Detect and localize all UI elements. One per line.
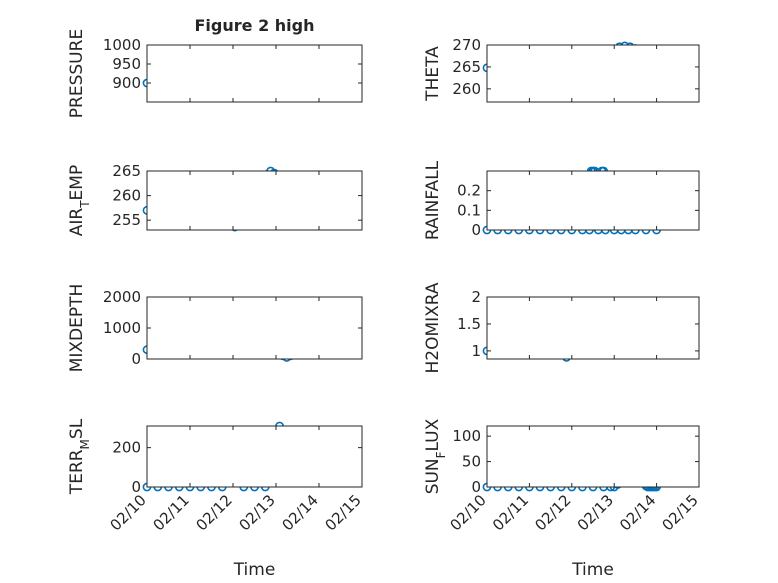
y-tick-label: 0.2: [457, 182, 481, 200]
axes-frame: [486, 44, 700, 103]
subplot-terr-msl: 0 200 02/10 02/11 02/12 02/13 02/14 02/15 TERRMS…: [67, 418, 365, 580]
y-axis-label: TERRMSL: [67, 418, 92, 495]
y-axis-label: H2OMIXRA: [423, 282, 443, 373]
x-tick-label: 02/12: [531, 491, 574, 534]
y-tick-label: 900: [112, 74, 141, 92]
axes-frame: [486, 170, 700, 231]
axes-frame: [146, 425, 363, 488]
axes-frame: [146, 44, 363, 103]
y-tick-label: 0: [131, 478, 141, 496]
y-tick-label: 265: [112, 162, 141, 180]
y-axis-label: THETA: [423, 46, 443, 102]
x-axis-label: Time: [233, 560, 276, 580]
x-axis-label: Time: [571, 560, 614, 580]
x-tick-label: 02/12: [193, 491, 236, 534]
y-tick-label: 0: [471, 478, 481, 496]
y-tick-label: 0: [471, 221, 481, 239]
y-tick-label: 50: [462, 453, 481, 471]
axes-frame: [486, 425, 700, 488]
y-axis-label: MIXDEPTH: [67, 284, 87, 373]
subplot-air-temp: 255 260 265 AIRTEMP: [67, 162, 363, 236]
y-tick-label: 1.5: [457, 315, 481, 333]
y-tick-label: 1: [471, 342, 481, 360]
subplot-h2omixra: 1 1.5 2 H2OMIXRA: [423, 282, 700, 374]
x-tick-label: 02/10: [447, 491, 490, 534]
x-tick-label: 02/10: [107, 491, 150, 534]
y-axis-label: RAINFALL: [423, 160, 443, 240]
y-axis-label: SUNFLUX: [423, 418, 448, 494]
x-tick-label: 02/11: [150, 491, 193, 534]
y-tick-label: 260: [112, 187, 141, 205]
y-tick-label: 255: [112, 211, 141, 229]
y-tick-label: 1000: [103, 36, 141, 54]
subplot-sun-flux: 0 50 100 02/10 02/11 02/12 02/13 02/14 02/15 SUNF…: [423, 418, 702, 580]
y-tick-label: 2000: [103, 288, 141, 306]
y-tick-label: 950: [112, 55, 141, 73]
y-tick-label: 0: [131, 350, 141, 368]
y-tick-label: 270: [452, 36, 481, 54]
x-tick-label: 02/15: [659, 491, 702, 534]
x-tick-label: 02/13: [236, 491, 279, 534]
x-tick-label: 02/13: [574, 491, 617, 534]
subplot-mixdepth: 0 1000 2000 MIXDEPTH: [67, 284, 363, 373]
axes-frame: [146, 296, 363, 360]
axes-frame: [146, 170, 363, 231]
x-tick-label: 02/14: [616, 491, 659, 534]
y-tick-label: 265: [452, 58, 481, 76]
y-tick-label: 0.1: [457, 201, 481, 219]
subplot-theta: 260 265 270 THETA: [423, 36, 700, 103]
y-axis-label: AIRTEMP: [67, 165, 92, 236]
x-tick-label: 02/14: [279, 491, 322, 534]
y-tick-label: 260: [452, 80, 481, 98]
y-axis-label: PRESSURE: [67, 29, 87, 118]
subplot-rainfall: 0 0.10.2 RAINFALL: [423, 160, 700, 240]
x-tick-label: 02/15: [322, 491, 365, 534]
chart-title: Figure 2 high: [195, 16, 315, 35]
axes-frame: [486, 296, 700, 360]
y-tick-label: 100: [452, 427, 481, 445]
y-tick-label: 1000: [103, 319, 141, 337]
y-tick-label: 2: [471, 288, 481, 306]
y-tick-label: 200: [112, 439, 141, 457]
x-tick-label: 02/11: [489, 491, 532, 534]
